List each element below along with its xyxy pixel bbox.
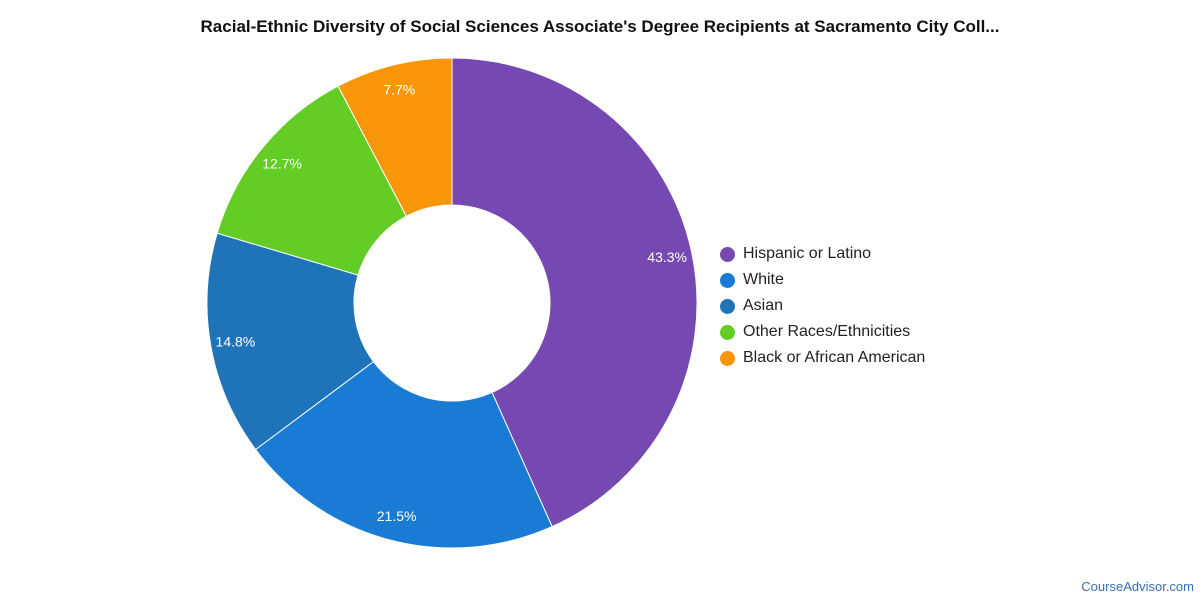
slice-value-label: 43.3% [647,249,687,265]
slice-value-label: 21.5% [377,508,417,524]
legend-item[interactable]: Hispanic or Latino [720,241,925,267]
slice-value-label: 12.7% [262,155,302,171]
legend-label: Black or African American [743,349,926,366]
legend-swatch-icon [720,298,735,314]
donut-slice-labels: 43.3% 21.5% 14.8% 12.7% 7.7% [216,81,687,524]
legend-swatch-icon [720,324,735,340]
legend-swatch-icon [720,272,735,288]
source-credit[interactable]: CourseAdvisor.com [1081,579,1194,594]
legend-label: Other Races/Ethnicities [743,323,911,340]
slice-value-label: 7.7% [383,81,415,97]
donut-slice-white[interactable] [254,360,553,549]
donut-slice-black-or-african-american[interactable] [337,57,453,217]
slice-value-label: 14.8% [216,334,256,350]
legend-label: Hispanic or Latino [743,245,872,262]
legend-swatch-icon [720,350,735,366]
legend-item[interactable]: Black or African American [720,345,925,371]
legend-label: White [743,271,784,288]
legend-swatch-icon [720,246,735,262]
chart-title: Racial-Ethnic Diversity of Social Scienc… [200,17,1000,36]
legend-item[interactable]: White [720,267,925,293]
legend-label: Asian [743,297,784,314]
donut-slice-hispanic-or-latino[interactable] [451,57,698,528]
donut-slice-other-races-ethnicities[interactable] [216,85,408,276]
chart-legend: Hispanic or Latino White Asian Other Races/… [720,241,925,371]
legend-item[interactable]: Other Races/Ethnicities [720,319,925,345]
donut-slices [206,57,698,549]
legend-item[interactable]: Asian [720,293,925,319]
donut-slice-asian[interactable] [206,232,375,451]
